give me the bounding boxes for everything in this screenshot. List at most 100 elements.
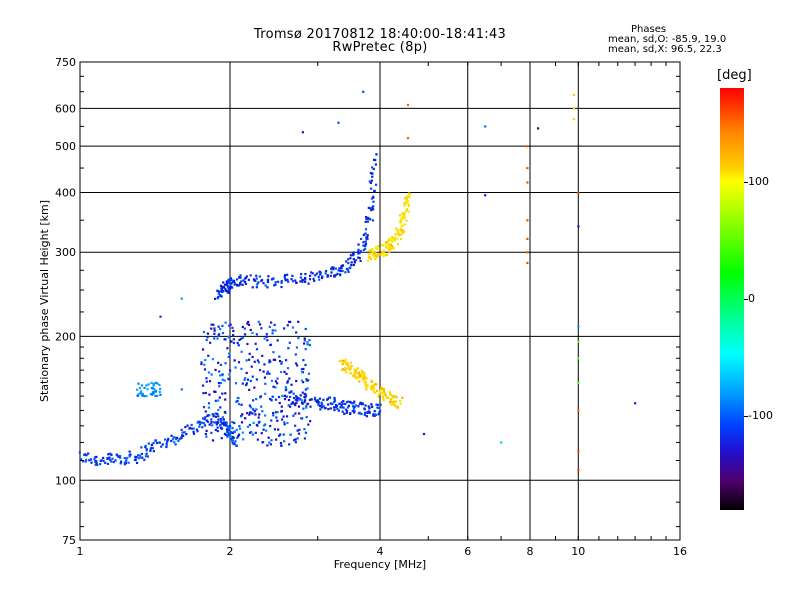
echo-point (380, 251, 384, 254)
echo-point (321, 403, 324, 406)
echo-point (358, 251, 361, 254)
echo-point (276, 411, 279, 414)
echo-point (272, 414, 275, 417)
echo-point (235, 428, 238, 432)
echo-point (287, 347, 290, 350)
echo-point (262, 370, 265, 373)
echo-point (225, 425, 228, 428)
echo-point (338, 402, 341, 405)
echo-point (405, 219, 408, 222)
echo-point (393, 239, 396, 242)
echo-point (577, 340, 580, 343)
echo-point (236, 400, 239, 403)
echo-point (372, 413, 375, 417)
echo-point (340, 267, 343, 270)
echo-point (577, 409, 580, 412)
echo-point (203, 368, 207, 371)
echo-point (258, 275, 262, 278)
echo-point (206, 332, 210, 335)
echo-point (364, 384, 367, 387)
echo-point (234, 382, 238, 385)
echo-point (154, 394, 157, 398)
echo-point (358, 257, 361, 260)
echo-point (345, 267, 348, 271)
echo-point (137, 457, 141, 460)
echo-point (360, 412, 363, 416)
echo-point (344, 402, 347, 406)
echo-point (274, 329, 277, 332)
echo-point (343, 412, 346, 415)
echo-point (298, 412, 301, 415)
echo-point (274, 283, 277, 286)
echo-point (158, 383, 161, 387)
echo-point (276, 382, 279, 385)
echo-point (175, 436, 179, 440)
echo-point (365, 236, 368, 239)
echo-point (401, 232, 404, 235)
echo-point (379, 392, 382, 395)
y-axis-label: Stationary phase Virtual Height [km] (38, 200, 51, 402)
echo-point (249, 411, 252, 414)
echo-point (212, 323, 215, 326)
echo-point (303, 396, 306, 399)
echo-point (364, 220, 367, 223)
echo-point (137, 454, 140, 457)
echo-point (323, 407, 326, 410)
echo-point (332, 406, 336, 409)
echo-point (237, 435, 240, 438)
echo-point (399, 221, 403, 224)
echo-point (137, 382, 140, 385)
echo-point (217, 334, 220, 337)
echo-point (379, 409, 382, 412)
echo-point (313, 396, 317, 399)
echo-point (398, 214, 402, 217)
echo-point (344, 408, 348, 411)
echo-point (310, 398, 313, 401)
echo-point (224, 289, 228, 292)
echo-point (349, 400, 352, 404)
echo-point (281, 418, 284, 421)
echo-point (310, 271, 313, 274)
echo-point (277, 395, 281, 399)
echo-point (406, 137, 410, 140)
echo-point (386, 253, 389, 257)
echo-point (353, 372, 356, 375)
echo-point (372, 167, 375, 171)
echo-point (351, 405, 355, 408)
echo-point (404, 197, 407, 200)
echo-point (224, 338, 227, 341)
echo-point (208, 393, 211, 396)
echo-point (362, 241, 365, 244)
echo-point (370, 209, 373, 212)
echo-point (280, 405, 283, 408)
echo-point (218, 333, 221, 336)
echo-point (371, 248, 375, 252)
echo-point (288, 341, 291, 344)
echo-point (362, 90, 365, 93)
echo-point (84, 460, 87, 463)
stats-x-mode: mean, sd,X: 96.5, 22.3 (608, 44, 722, 55)
echo-point (377, 247, 380, 250)
echo-point (229, 323, 232, 326)
echo-point (152, 441, 155, 445)
echo-point (150, 387, 154, 390)
echo-point (304, 272, 307, 276)
echo-point (229, 432, 232, 435)
echo-point (306, 402, 309, 406)
echo-point (240, 403, 243, 406)
echo-point (318, 397, 322, 400)
echo-point (241, 336, 244, 339)
echo-point (163, 438, 167, 441)
echo-point (300, 272, 303, 276)
echo-point (233, 283, 236, 286)
echo-point (349, 371, 352, 375)
echo-point (300, 379, 304, 382)
echo-point (371, 387, 374, 390)
echo-point (202, 384, 205, 387)
echo-point (159, 315, 162, 318)
echo-point (276, 377, 279, 380)
echo-point (140, 384, 144, 387)
x-tick-label: 8 (527, 545, 534, 558)
echo-point (216, 429, 219, 433)
echo-point (381, 395, 385, 398)
